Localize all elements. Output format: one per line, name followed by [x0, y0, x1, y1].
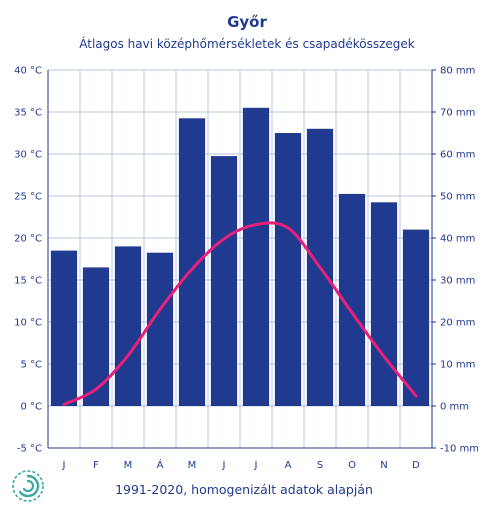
- month-label: F: [93, 460, 99, 471]
- left-tick-label: 5 °C: [20, 360, 42, 371]
- left-tick-label: 0 °C: [20, 402, 42, 413]
- right-tick-label: 0 mm: [440, 402, 469, 413]
- left-tick-label: 30 °C: [14, 150, 42, 161]
- precipitation-bar: [402, 229, 430, 406]
- chart-subtitle: Átlagos havi középhőmérsékletek és csapa…: [79, 36, 415, 51]
- month-label: J: [62, 460, 66, 471]
- chart-title: Győr: [227, 13, 267, 31]
- left-tick-label: 35 °C: [14, 108, 42, 119]
- month-label: M: [188, 460, 197, 471]
- month-label: Á: [157, 458, 164, 471]
- precipitation-bar: [242, 107, 270, 407]
- right-axis-ticks: -10 mm 0 mm 10 mm 20 mm 30 mm 40 mm 50 mm 60 mm…: [432, 66, 479, 455]
- left-tick-label: 40 °C: [14, 66, 42, 77]
- month-label: O: [348, 460, 356, 471]
- left-tick-label: 20 °C: [14, 234, 42, 245]
- temperature-line: [62, 221, 418, 406]
- right-tick-label: 10 mm: [440, 360, 475, 371]
- precipitation-bar: [50, 250, 78, 406]
- month-label: M: [124, 460, 133, 471]
- axes: [47, 70, 433, 449]
- precipitation-bar: [370, 202, 398, 406]
- precipitation-bar: [146, 252, 174, 406]
- omsz-spiral-logo: [12, 470, 44, 502]
- precipitation-bar: [274, 133, 302, 406]
- precipitation-bar: [210, 156, 238, 406]
- precipitation-bar: [114, 246, 142, 406]
- right-tick-label: 80 mm: [440, 66, 475, 77]
- month-label: A: [285, 460, 292, 471]
- temperature-series-line: [62, 221, 418, 406]
- left-tick-label: 25 °C: [14, 192, 42, 203]
- month-label: N: [380, 460, 387, 471]
- left-tick-label: 10 °C: [14, 318, 42, 329]
- right-tick-label: -10 mm: [440, 444, 479, 455]
- right-tick-label: 70 mm: [440, 108, 475, 119]
- month-label: S: [317, 460, 323, 471]
- month-label: D: [412, 460, 420, 471]
- chart-footnote: 1991-2020, homogenizált adatok alapján: [115, 482, 373, 497]
- right-tick-label: 50 mm: [440, 192, 475, 203]
- precipitation-bar: [82, 267, 110, 406]
- precipitation-bar: [178, 118, 206, 407]
- left-axis-ticks: -5 °C 0 °C 5 °C 10 °C 15 °C 20 °C 25 °C 30 °C 35…: [14, 66, 42, 455]
- right-tick-label: 20 mm: [440, 318, 475, 329]
- right-tick-label: 60 mm: [440, 150, 475, 161]
- left-tick-label: -5 °C: [17, 444, 42, 455]
- month-label: J: [254, 460, 258, 471]
- right-tick-label: 40 mm: [440, 234, 475, 245]
- left-tick-label: 15 °C: [14, 276, 42, 287]
- month-label: J: [222, 460, 226, 471]
- right-tick-label: 30 mm: [440, 276, 475, 287]
